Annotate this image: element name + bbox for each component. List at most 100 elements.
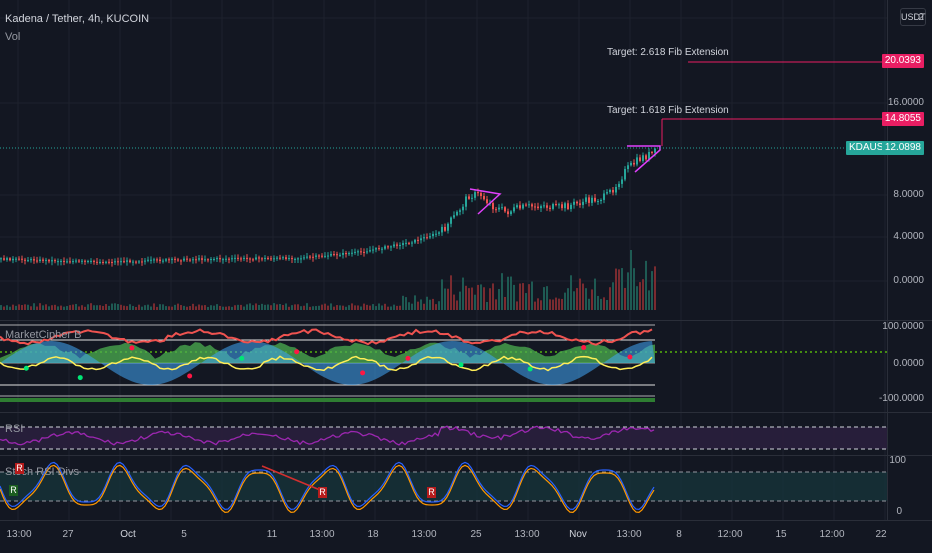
time-tick: 11: [266, 529, 278, 540]
candle-body: [492, 203, 494, 210]
candle-body: [510, 211, 512, 215]
volume-bar: [201, 305, 203, 310]
volume-bar: [498, 289, 500, 310]
candle-body: [519, 205, 521, 209]
volume-bar: [345, 306, 347, 310]
symbol-title[interactable]: Kadena / Tether, 4h, KUCOIN: [5, 13, 150, 25]
volume-bar: [27, 304, 29, 310]
volume-bar: [585, 288, 587, 310]
volume-bar: [291, 305, 293, 310]
volume-bar: [633, 268, 635, 310]
volume-bar: [39, 303, 41, 310]
volume-bar: [606, 299, 608, 310]
volume-bar: [621, 268, 623, 310]
candle-body: [417, 239, 419, 241]
candle-body: [420, 238, 422, 241]
volume-bar: [138, 304, 140, 310]
candle-body: [102, 261, 104, 263]
rsi-legend[interactable]: RSI: [5, 423, 24, 435]
candle-body: [468, 196, 470, 199]
candle-body: [525, 204, 527, 206]
candle-body: [585, 197, 587, 202]
volume-bar: [237, 304, 239, 310]
volume-bar: [12, 304, 14, 310]
candle-body: [120, 261, 122, 263]
candle-body: [621, 179, 623, 184]
volume-bar: [573, 291, 575, 310]
volume-bar: [378, 303, 380, 310]
pane-divider-2[interactable]: [0, 412, 932, 413]
candle-body: [495, 209, 497, 211]
candle-body: [126, 260, 128, 262]
candle-body: [273, 258, 275, 260]
candle-body: [318, 255, 320, 257]
candle-body: [360, 251, 362, 253]
volume-bar: [231, 306, 233, 310]
volume-bar: [126, 306, 128, 310]
mc-signal-dot: [187, 373, 193, 379]
candle-body: [405, 242, 407, 244]
volume-bar: [630, 250, 632, 310]
candle-body: [0, 258, 2, 260]
candle-body: [213, 259, 215, 261]
candle-body: [168, 259, 170, 261]
candle-body: [375, 248, 377, 250]
volume-bar: [6, 305, 8, 310]
candle-body: [111, 262, 113, 264]
volume-bar: [165, 306, 167, 310]
candle-body: [186, 258, 188, 260]
candle-body: [426, 237, 428, 239]
volume-bar: [78, 306, 80, 310]
volume-bar: [375, 306, 377, 310]
mc-signal-dot: [458, 362, 464, 368]
candle-body: [348, 253, 350, 255]
mc-signal-dot: [23, 365, 29, 371]
currency-button[interactable]: USDT: [900, 8, 926, 26]
candle-body: [303, 257, 305, 259]
volume-bar: [279, 303, 281, 310]
volume-bar: [654, 266, 656, 310]
candle-body: [177, 259, 179, 261]
fib-target-label-2618[interactable]: Target: 2.618 Fib Extension: [607, 47, 729, 58]
pane-divider-1[interactable]: [0, 320, 932, 321]
fib-target-label-1618[interactable]: Target: 1.618 Fib Extension: [607, 105, 729, 116]
candle-body: [408, 242, 410, 244]
mc-yellow-line: [0, 355, 653, 372]
candle-body: [219, 258, 221, 260]
volume-bar: [222, 306, 224, 310]
candle-body: [204, 259, 206, 261]
volume-bar: [306, 303, 308, 310]
volume-bar: [354, 305, 356, 310]
mc-bottom-bar: [0, 398, 655, 402]
mc-signal-dot: [239, 355, 245, 361]
candle-body: [246, 257, 248, 259]
candle-body: [423, 237, 425, 239]
pane-divider-3[interactable]: [0, 455, 932, 456]
volume-legend[interactable]: Vol: [5, 31, 21, 43]
candle-body: [573, 201, 575, 205]
mc-tick-neg100: -100.0000: [878, 393, 924, 404]
volume-bar: [507, 276, 509, 310]
pennant-pattern-1: [469, 188, 502, 215]
volume-bar: [330, 303, 332, 310]
candle-body: [528, 204, 530, 206]
volume-bar: [534, 301, 536, 310]
candle-body: [294, 258, 296, 260]
volume-bar: [405, 297, 407, 310]
volume-bar: [288, 306, 290, 310]
candle-body: [258, 257, 260, 259]
volume-bar: [360, 306, 362, 310]
volume-bar: [216, 304, 218, 310]
candle-body: [48, 259, 50, 262]
volume-bar: [564, 292, 566, 310]
candle-body: [606, 192, 608, 194]
candle-body: [447, 223, 449, 231]
volume-bar: [102, 305, 104, 310]
candle-body: [642, 155, 644, 161]
candle-body: [582, 201, 584, 205]
market-cipher-legend[interactable]: MarketCipher B: [5, 329, 82, 341]
volume-bar: [114, 303, 116, 310]
candle-body: [63, 260, 65, 262]
